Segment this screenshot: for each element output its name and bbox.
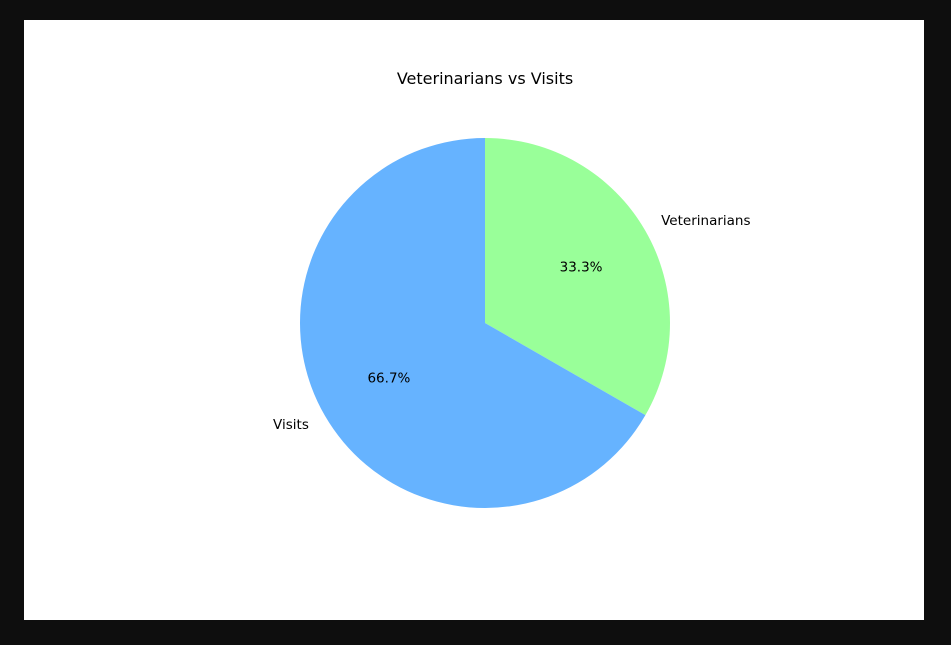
chart-figure: Veterinarians vs Visits Veterinarians 33.… — [24, 20, 924, 620]
slice-label-visits: Visits — [273, 417, 309, 433]
pie-slice-visits — [300, 138, 646, 508]
slice-label-veterinarians: Veterinarians — [661, 213, 750, 229]
slice-percent-veterinarians: 33.3% — [560, 259, 603, 275]
slice-percent-visits: 66.7% — [367, 371, 410, 387]
pie-chart: Veterinarians vs Visits Veterinarians 33.… — [273, 69, 751, 508]
pie-slices — [300, 138, 671, 508]
chart-title: Veterinarians vs Visits — [397, 69, 573, 88]
pie-labels: Veterinarians 33.3% Visits 66.7% — [273, 213, 750, 433]
pie-slice-veterinarians — [485, 138, 671, 416]
